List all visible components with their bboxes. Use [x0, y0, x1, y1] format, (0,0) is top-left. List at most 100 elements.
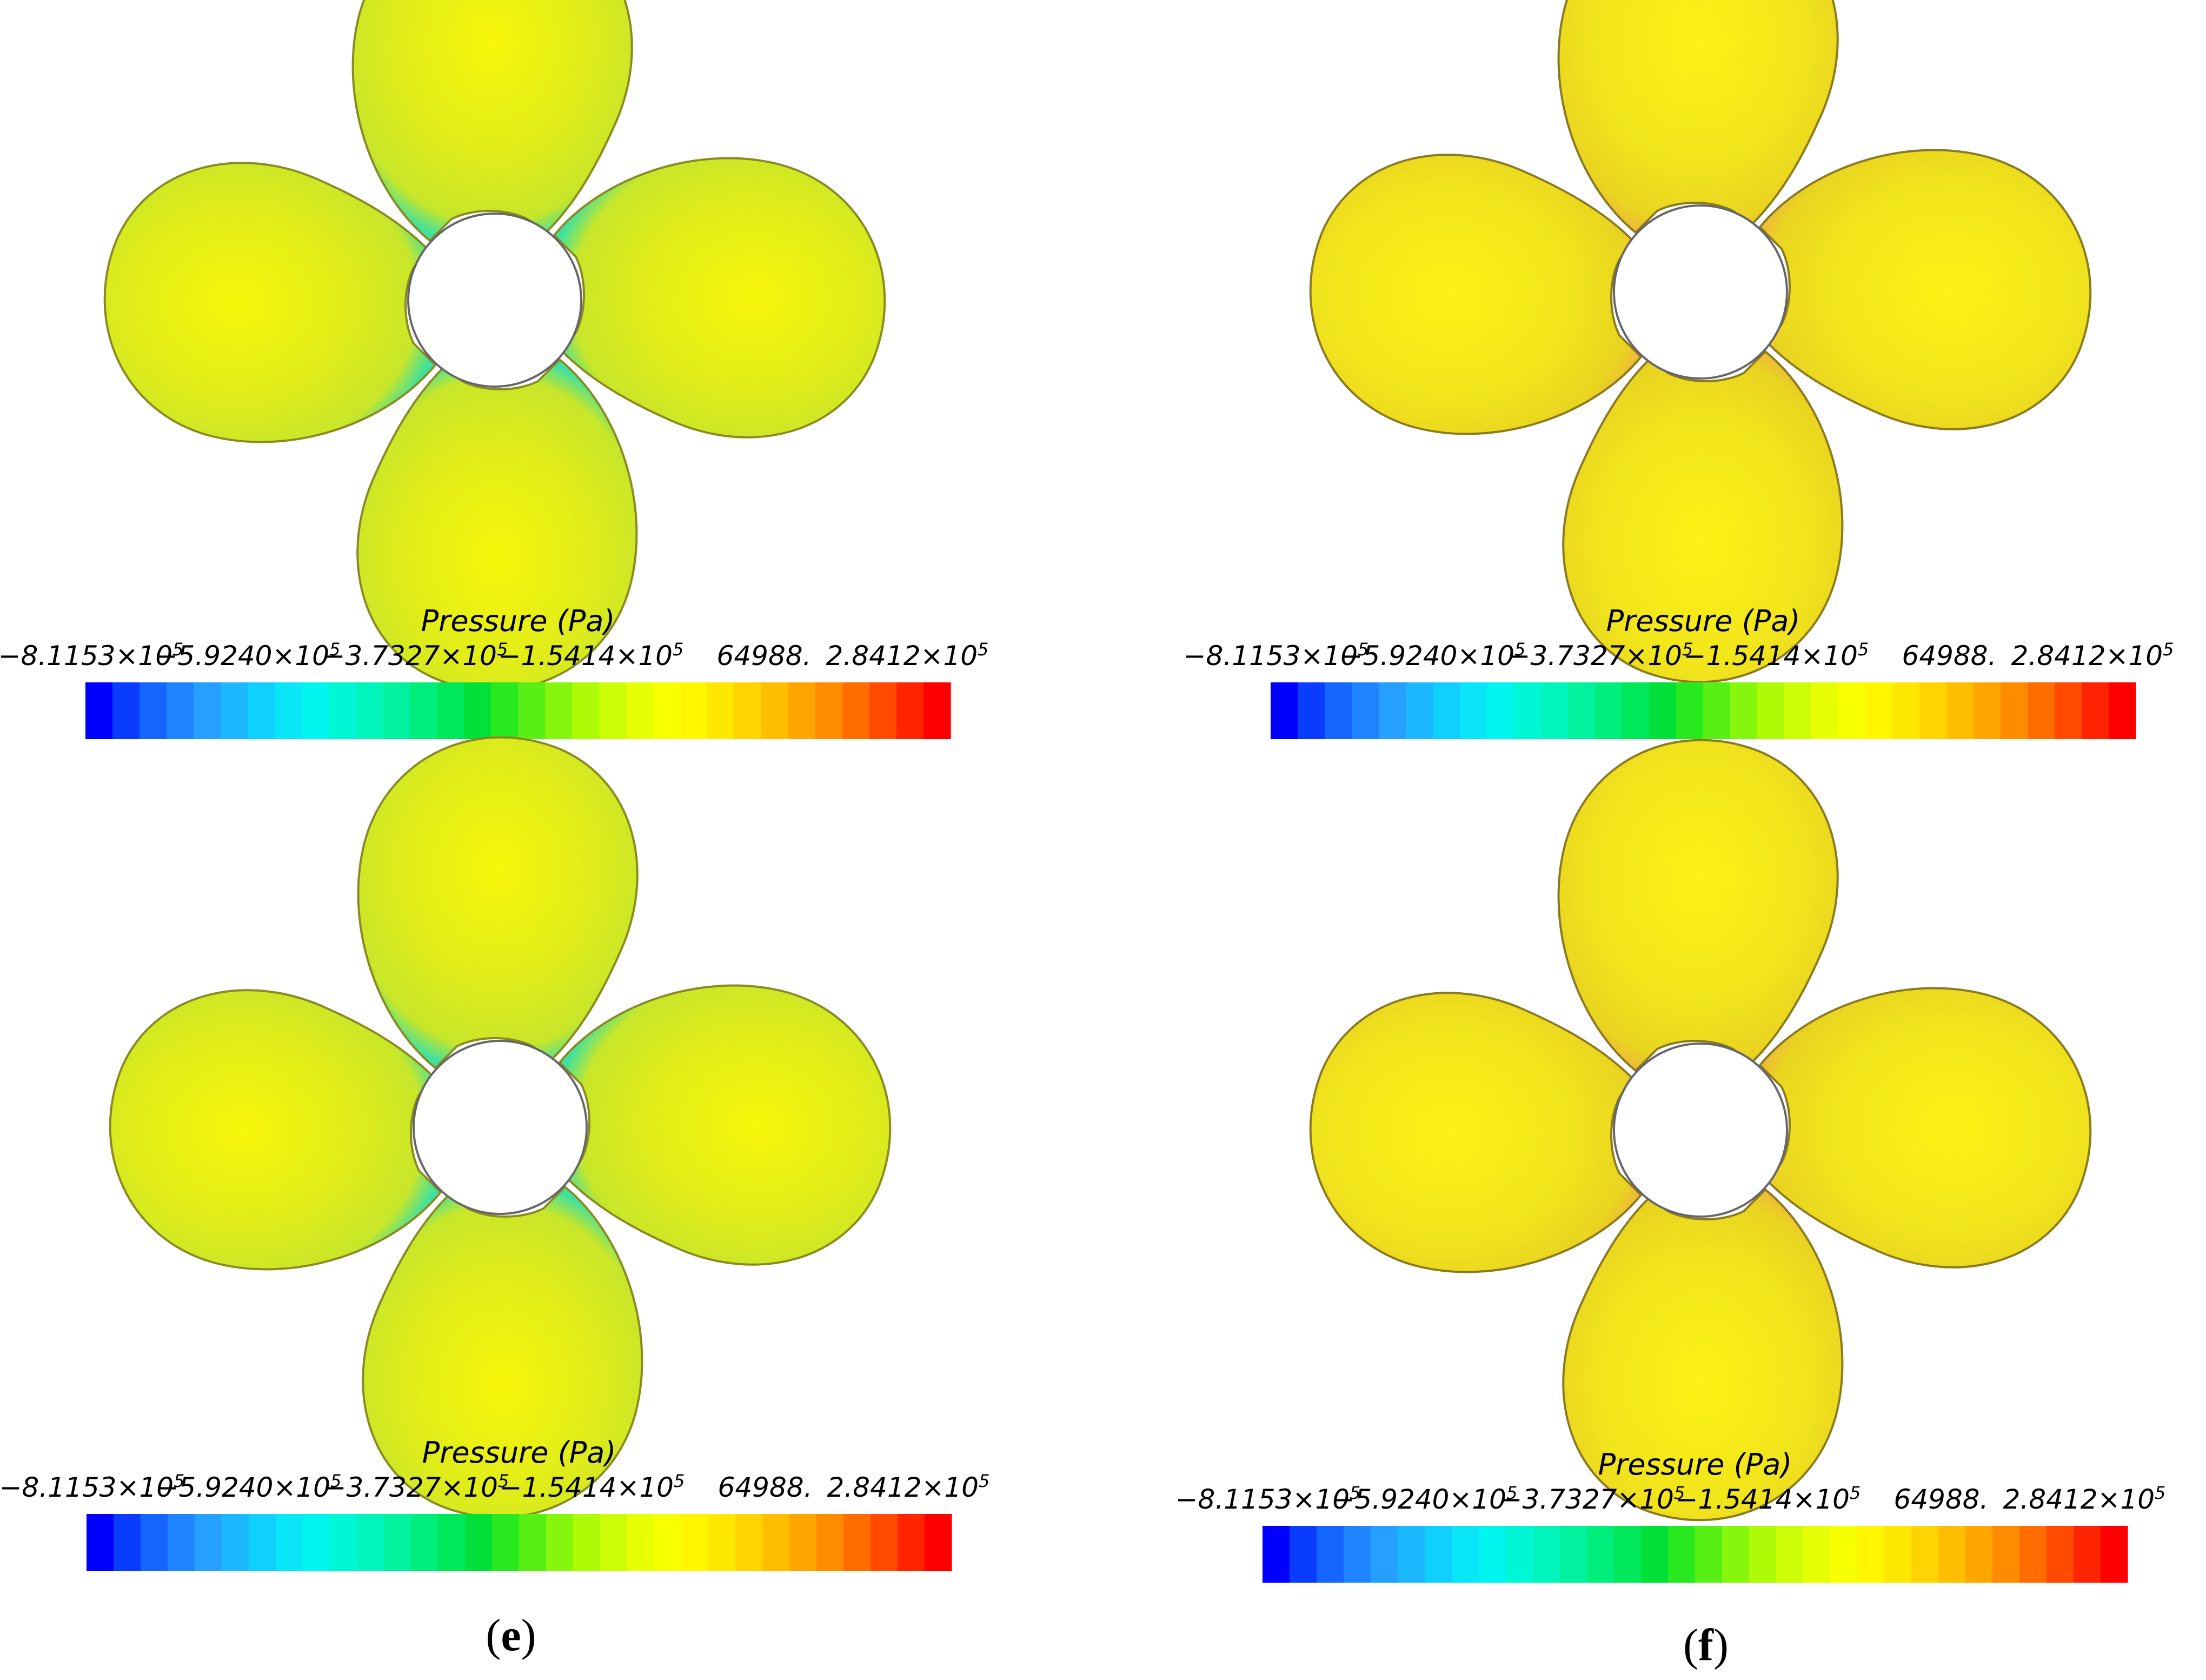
- colorbar-cell: [302, 682, 329, 739]
- colorbar-cell: [925, 1514, 952, 1571]
- colorbar-tick-label: 64988.: [1902, 640, 1997, 672]
- colorbar-cell: [112, 682, 140, 739]
- colorbar-cell: [1784, 682, 1812, 739]
- colorbar-cell: [383, 682, 410, 739]
- colorbar-cell: [1892, 682, 1920, 739]
- colorbar-tick-label: −8.1153×105: [1184, 639, 1369, 672]
- colorbar-cell: [898, 1514, 925, 1571]
- colorbar-tick-label: 2.8412×105: [826, 639, 989, 672]
- colorbar-cell: [869, 682, 897, 739]
- colorbar-tick-label: −1.5414×105: [1684, 639, 1869, 672]
- colorbar-cell: [545, 682, 573, 739]
- propeller-f: [1309, 739, 2092, 1522]
- colorbar-tick-label: −1.5414×105: [500, 1471, 685, 1503]
- colorbar-cell: [1317, 1526, 1344, 1583]
- colorbar-tick-label: −8.1153×105: [0, 639, 183, 672]
- colorbar-cell: [1479, 1526, 1506, 1583]
- colorbar-tick-label: −3.7327×105: [1508, 639, 1693, 672]
- colorbar-title: Pressure (Pa): [421, 604, 615, 638]
- colorbar-cell: [815, 682, 843, 739]
- colorbar-tick-label: −1.5414×105: [499, 639, 684, 672]
- colorbar-tick-label: −1.5414×105: [1676, 1483, 1861, 1515]
- colorbar-cell: [2001, 682, 2028, 739]
- colorbar-cell: [653, 682, 681, 739]
- colorbar-cell: [410, 682, 437, 739]
- colorbar-cell: [1649, 682, 1677, 739]
- colorbar-c: Pressure (Pa) −8.1153×105−5.9240×105−3.73…: [0, 604, 988, 739]
- colorbar-cell: [1541, 682, 1569, 739]
- colorbar-tick-label: −8.1153×105: [1175, 1483, 1361, 1515]
- colorbar-tick-label: −5.9240×105: [1332, 1483, 1518, 1515]
- colorbar-cell: [519, 1514, 547, 1571]
- colorbar-cell: [1533, 1526, 1560, 1583]
- colorbar-cell: [303, 1514, 330, 1571]
- colorbar-tick-label: 2.8412×105: [2003, 1483, 2166, 1515]
- colorbar-cell: [168, 1514, 195, 1571]
- colorbar-cell: [1371, 1526, 1398, 1583]
- colorbar-cell: [167, 682, 194, 739]
- colorbar-tick-label: 2.8412×105: [827, 1471, 990, 1503]
- colorbar-tick-label: −5.9240×105: [155, 639, 341, 672]
- colorbar-cell: [627, 1514, 655, 1571]
- colorbar-cell: [761, 682, 789, 739]
- colorbar-cell: [1298, 682, 1325, 739]
- blade-top: [357, 736, 639, 1069]
- colorbar-tick-label: −5.9240×105: [156, 1471, 342, 1503]
- colorbar-tick-label: 64988.: [1894, 1484, 1989, 1515]
- colorbar-cell: [600, 1514, 628, 1571]
- colorbar-cell: [1263, 1526, 1290, 1583]
- colorbar-cell: [1668, 1526, 1696, 1583]
- colorbar-cell: [465, 1514, 493, 1571]
- colorbar-cell: [518, 682, 546, 739]
- colorbar-cell: [356, 682, 383, 739]
- colorbar-tick-label: −3.7327×105: [323, 639, 508, 672]
- colorbar-cell: [2019, 1526, 2047, 1583]
- colorbar-cell: [816, 1514, 844, 1571]
- hub-bore: [1613, 1042, 1788, 1218]
- propeller-e: [109, 736, 892, 1519]
- blade-left: [103, 162, 436, 443]
- hub-bore: [413, 1040, 588, 1215]
- colorbar-cell: [1352, 682, 1379, 739]
- colorbar-cell: [437, 682, 464, 739]
- panel-e: Pressure (Pa) −8.1153×105−5.9240×105−3.73…: [0, 736, 990, 1661]
- blade-left: [109, 989, 442, 1271]
- propeller-c: [103, 0, 886, 692]
- colorbar-cell: [384, 1514, 411, 1571]
- colorbar-cell: [1325, 682, 1352, 739]
- colorbar-cell: [1676, 682, 1704, 739]
- colorbar-cell: [1703, 682, 1731, 739]
- colorbar-cell: [1398, 1526, 1425, 1583]
- colorbar-cell: [1595, 682, 1623, 739]
- colorbar-cell: [1946, 682, 1974, 739]
- colorbar-cell: [249, 1514, 276, 1571]
- colorbar-cell: [491, 682, 519, 739]
- colorbar-cell: [1757, 682, 1785, 739]
- blade-right: [553, 157, 886, 439]
- colorbar-tick-label: −3.7327×105: [324, 1471, 509, 1503]
- colorbar-cell: [222, 1514, 249, 1571]
- colorbar-cell: [2074, 1526, 2101, 1583]
- colorbar-tick-label: 64988.: [717, 640, 812, 672]
- colorbar-cell: [1460, 682, 1487, 739]
- colorbar-cell: [139, 682, 167, 739]
- colorbar-cell: [276, 1514, 303, 1571]
- colorbar-cell: [573, 1514, 601, 1571]
- colorbar-cell: [1811, 682, 1839, 739]
- colorbar-cell: [1911, 1526, 1939, 1583]
- colorbar-cell: [734, 682, 762, 739]
- colorbar-cell: [1344, 1526, 1371, 1583]
- colorbar-cell: [1506, 1526, 1533, 1583]
- colorbar-cell: [1776, 1526, 1804, 1583]
- colorbar-cell: [1622, 682, 1650, 739]
- colorbar-cell: [1452, 1526, 1479, 1583]
- colorbar-cell: [1974, 682, 2001, 739]
- panel-d: Pressure (Pa) −8.1153×105−5.9240×105−3.73…: [1184, 0, 2174, 829]
- colorbar-cell: [195, 1514, 222, 1571]
- colorbar-tick-label: 2.8412×105: [2011, 639, 2174, 672]
- colorbar-title: Pressure (Pa): [1598, 1447, 1792, 1482]
- colorbar-cell: [1965, 1526, 1993, 1583]
- colorbar-cell: [275, 682, 302, 739]
- blade-right: [1759, 149, 2092, 430]
- colorbar-cell: [2028, 682, 2055, 739]
